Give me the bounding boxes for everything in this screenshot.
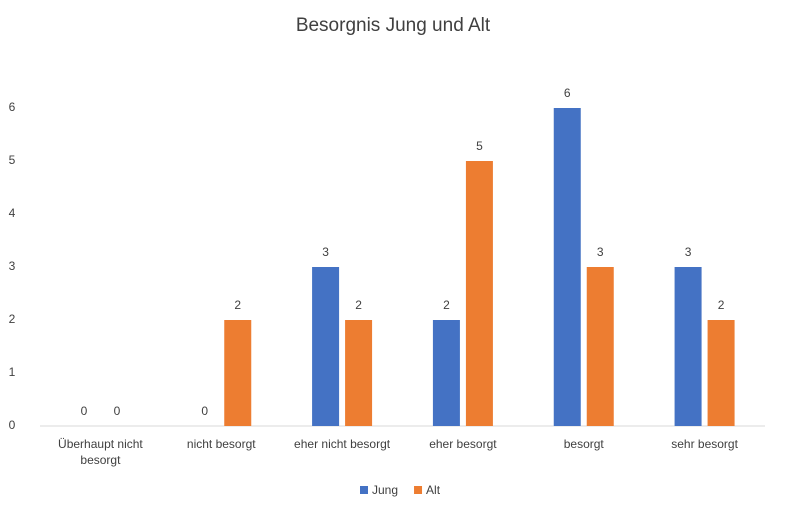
value-label: 3 (597, 245, 604, 259)
y-tick-label: 4 (9, 206, 16, 220)
legend-swatch (414, 486, 423, 494)
bar (465, 161, 493, 426)
chart-title: Besorgnis Jung und Alt (296, 15, 491, 36)
y-tick-label: 5 (9, 153, 16, 167)
value-label: 0 (201, 404, 208, 418)
y-tick-label: 1 (9, 365, 16, 379)
y-tick-label: 3 (9, 259, 16, 273)
value-label: 0 (114, 404, 121, 418)
bar (707, 320, 735, 426)
bar (345, 320, 373, 426)
y-tick-label: 0 (9, 418, 16, 432)
value-label: 5 (476, 139, 483, 153)
bar (224, 320, 252, 426)
value-label: 6 (564, 86, 571, 100)
x-tick-label: nicht besorgt (186, 437, 256, 451)
value-label: 2 (443, 298, 450, 312)
bar (432, 320, 460, 426)
value-label: 2 (718, 298, 725, 312)
x-tick-label: Überhaupt nicht besorgt (58, 437, 143, 467)
bar (674, 267, 702, 426)
value-label: 2 (355, 298, 362, 312)
bar (586, 267, 614, 426)
value-label: 3 (322, 245, 329, 259)
x-tick-label: sehr besorgt (671, 437, 738, 451)
y-tick-label: 6 (9, 100, 16, 114)
value-label: 2 (234, 298, 241, 312)
bar (553, 108, 581, 426)
bar (312, 267, 340, 426)
legend-label: Alt (426, 483, 441, 497)
y-tick-label: 2 (9, 312, 16, 326)
legend-swatch (360, 486, 368, 494)
value-label: 3 (685, 245, 692, 259)
value-label: 0 (81, 404, 88, 418)
x-tick-label: eher nicht besorgt (294, 437, 391, 451)
legend-label: Jung (372, 483, 398, 497)
x-tick-label: besorgt (563, 437, 604, 451)
x-tick-label: eher besorgt (429, 437, 497, 451)
